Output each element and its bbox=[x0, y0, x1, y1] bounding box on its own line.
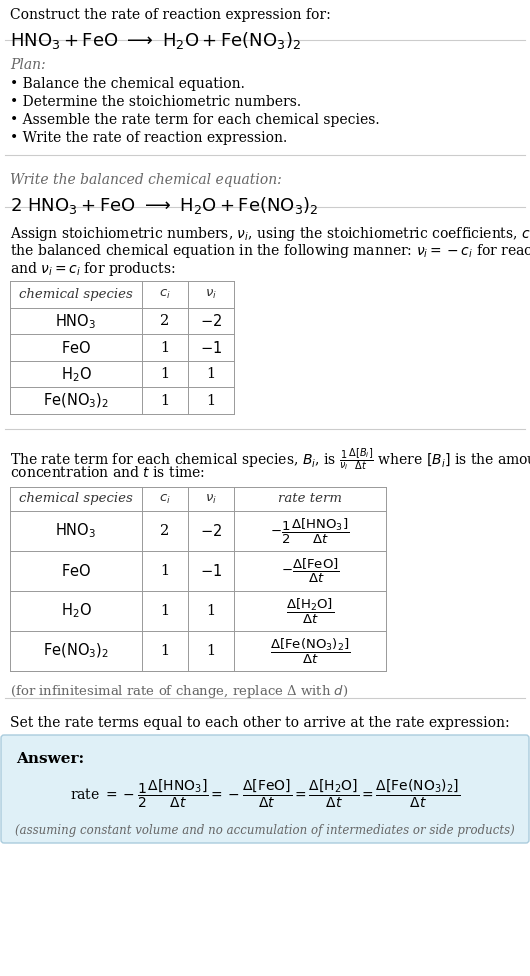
Text: $-\dfrac{\Delta[\mathrm{FeO}]}{\Delta t}$: $-\dfrac{\Delta[\mathrm{FeO}]}{\Delta t}… bbox=[281, 557, 339, 585]
Text: $-\dfrac{1}{2}\dfrac{\Delta[\mathrm{HNO_3}]}{\Delta t}$: $-\dfrac{1}{2}\dfrac{\Delta[\mathrm{HNO_… bbox=[270, 516, 350, 546]
Text: 1: 1 bbox=[207, 367, 216, 382]
Text: 2: 2 bbox=[161, 314, 170, 328]
Text: Plan:: Plan: bbox=[10, 58, 46, 72]
Text: $\mathrm{FeO}$: $\mathrm{FeO}$ bbox=[61, 340, 91, 355]
Text: chemical species: chemical species bbox=[19, 493, 133, 506]
Text: (for infinitesimal rate of change, replace Δ with $d$): (for infinitesimal rate of change, repla… bbox=[10, 683, 348, 700]
Text: $-1$: $-1$ bbox=[200, 563, 222, 579]
Text: Assign stoichiometric numbers, $\nu_i$, using the stoichiometric coefficients, $: Assign stoichiometric numbers, $\nu_i$, … bbox=[10, 225, 530, 243]
FancyBboxPatch shape bbox=[1, 735, 529, 843]
Text: and $\nu_i = c_i$ for products:: and $\nu_i = c_i$ for products: bbox=[10, 260, 175, 278]
Text: 1: 1 bbox=[161, 564, 170, 578]
Text: • Write the rate of reaction expression.: • Write the rate of reaction expression. bbox=[10, 131, 287, 145]
Text: Construct the rate of reaction expression for:: Construct the rate of reaction expressio… bbox=[10, 8, 331, 22]
Text: 1: 1 bbox=[161, 393, 170, 408]
Text: $\nu_i$: $\nu_i$ bbox=[205, 493, 217, 506]
Text: 1: 1 bbox=[207, 604, 216, 618]
Text: $\mathrm{H_2O}$: $\mathrm{H_2O}$ bbox=[60, 601, 92, 621]
Text: • Balance the chemical equation.: • Balance the chemical equation. bbox=[10, 77, 245, 91]
Text: (assuming constant volume and no accumulation of intermediates or side products): (assuming constant volume and no accumul… bbox=[15, 824, 515, 837]
Text: • Determine the stoichiometric numbers.: • Determine the stoichiometric numbers. bbox=[10, 95, 301, 109]
Text: Answer:: Answer: bbox=[16, 752, 84, 766]
Text: 1: 1 bbox=[161, 604, 170, 618]
Text: 1: 1 bbox=[161, 341, 170, 354]
Text: chemical species: chemical species bbox=[19, 288, 133, 302]
Text: $\nu_i$: $\nu_i$ bbox=[205, 288, 217, 302]
Text: $\mathrm{Fe(NO_3)_2}$: $\mathrm{Fe(NO_3)_2}$ bbox=[43, 391, 109, 410]
Text: the balanced chemical equation in the following manner: $\nu_i = -c_i$ for react: the balanced chemical equation in the fo… bbox=[10, 242, 530, 261]
Text: 2: 2 bbox=[161, 524, 170, 538]
Text: $-2$: $-2$ bbox=[200, 313, 222, 329]
Text: $-2$: $-2$ bbox=[200, 523, 222, 539]
Text: concentration and $t$ is time:: concentration and $t$ is time: bbox=[10, 465, 205, 480]
Text: 1: 1 bbox=[161, 644, 170, 658]
Text: $\mathrm{FeO}$: $\mathrm{FeO}$ bbox=[61, 563, 91, 579]
Text: $\mathrm{HNO_3 + FeO\ \longrightarrow\ H_2O + Fe(NO_3)_2}$: $\mathrm{HNO_3 + FeO\ \longrightarrow\ H… bbox=[10, 30, 301, 51]
Text: 1: 1 bbox=[207, 644, 216, 658]
Text: $\mathrm{H_2O}$: $\mathrm{H_2O}$ bbox=[60, 365, 92, 384]
Text: • Assemble the rate term for each chemical species.: • Assemble the rate term for each chemic… bbox=[10, 113, 379, 127]
Text: 1: 1 bbox=[207, 393, 216, 408]
Text: $\mathrm{Fe(NO_3)_2}$: $\mathrm{Fe(NO_3)_2}$ bbox=[43, 642, 109, 660]
Text: 1: 1 bbox=[161, 367, 170, 382]
Text: rate term: rate term bbox=[278, 493, 342, 506]
Text: $\mathrm{HNO_3}$: $\mathrm{HNO_3}$ bbox=[55, 312, 96, 331]
Text: $-1$: $-1$ bbox=[200, 340, 222, 355]
Text: $\dfrac{\Delta[\mathrm{H_2O}]}{\Delta t}$: $\dfrac{\Delta[\mathrm{H_2O}]}{\Delta t}… bbox=[286, 596, 334, 626]
Text: Write the balanced chemical equation:: Write the balanced chemical equation: bbox=[10, 173, 282, 187]
Text: rate $= -\dfrac{1}{2}\dfrac{\Delta[\mathrm{HNO_3}]}{\Delta t}= -\dfrac{\Delta[\m: rate $= -\dfrac{1}{2}\dfrac{\Delta[\math… bbox=[70, 778, 460, 810]
Text: $c_i$: $c_i$ bbox=[159, 288, 171, 302]
Text: $\dfrac{\Delta[\mathrm{Fe(NO_3)_2}]}{\Delta t}$: $\dfrac{\Delta[\mathrm{Fe(NO_3)_2}]}{\De… bbox=[270, 636, 350, 666]
Text: $\mathrm{2\ HNO_3 + FeO\ \longrightarrow\ H_2O + Fe(NO_3)_2}$: $\mathrm{2\ HNO_3 + FeO\ \longrightarrow… bbox=[10, 195, 319, 216]
Text: $\mathrm{HNO_3}$: $\mathrm{HNO_3}$ bbox=[55, 521, 96, 541]
Text: The rate term for each chemical species, $B_i$, is $\frac{1}{\nu_i}\frac{\Delta[: The rate term for each chemical species,… bbox=[10, 447, 530, 473]
Text: Set the rate terms equal to each other to arrive at the rate expression:: Set the rate terms equal to each other t… bbox=[10, 716, 510, 730]
Text: $c_i$: $c_i$ bbox=[159, 493, 171, 506]
